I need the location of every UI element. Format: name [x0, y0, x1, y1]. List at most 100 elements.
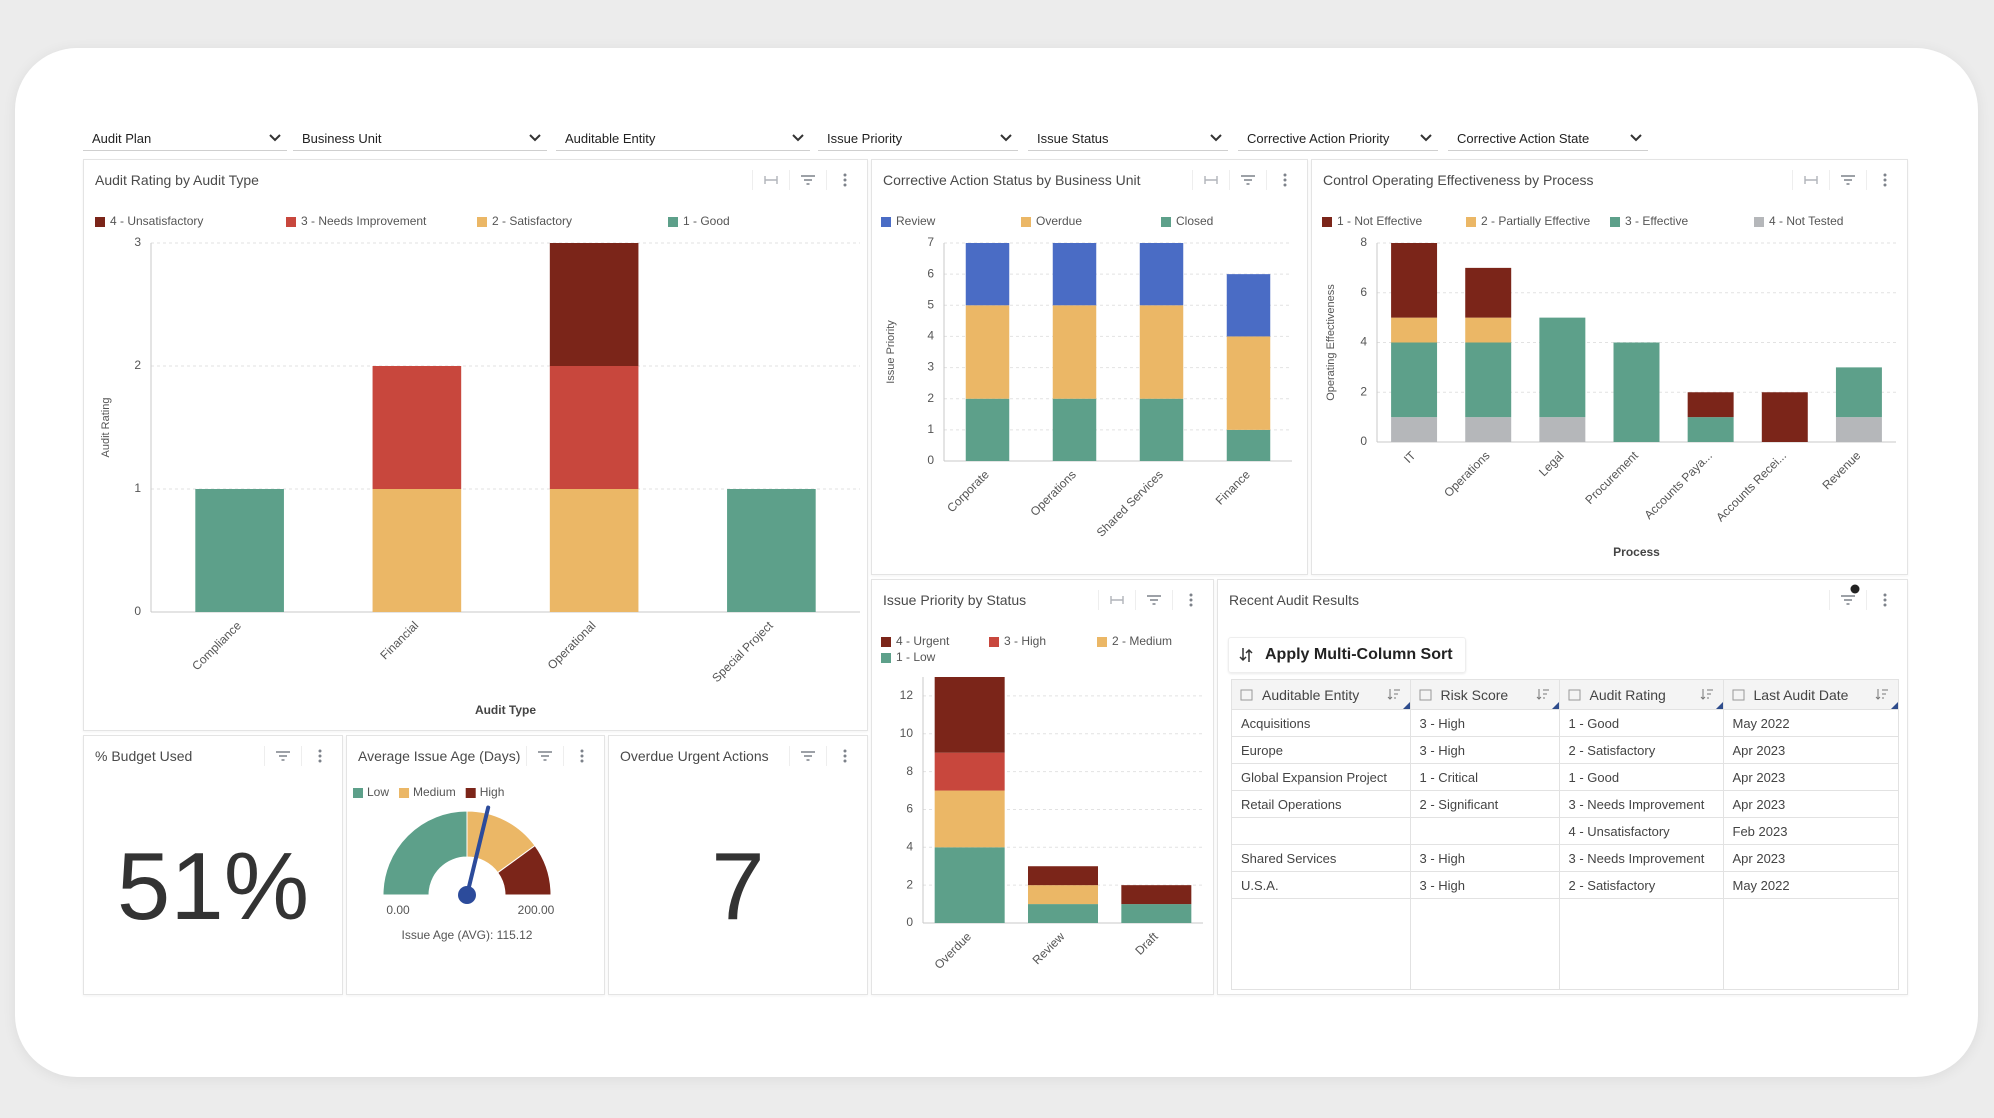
x-tick-label: Review [1030, 929, 1068, 967]
more-button[interactable] [1172, 590, 1209, 610]
sort-path [1875, 689, 1888, 700]
expand-button[interactable] [752, 170, 789, 190]
legend-swatch [1322, 217, 1332, 227]
bar-segment [1028, 866, 1098, 886]
y-axis-label: Operating Effectiveness [1325, 284, 1337, 401]
table-row: U.S.A. 3 - High 2 - Satisfactory May 2022 [1232, 871, 1898, 899]
x-axis-label: Audit Type [475, 703, 536, 717]
more-icon [1883, 593, 1887, 607]
filter-icon [1841, 175, 1855, 185]
column-header[interactable]: Audit Rating [1559, 680, 1724, 710]
x-tick-label: Accounts Paya... [1641, 448, 1715, 522]
filter-button[interactable] [1135, 590, 1172, 610]
panel-title: Issue Priority by Status [883, 592, 1027, 608]
filter-dropdown[interactable]: Issue Status [1028, 127, 1228, 151]
table-cell: Retail Operations [1232, 790, 1411, 818]
legend-label: 2 - Partially Effective [1481, 214, 1590, 228]
icon-dot [1883, 183, 1887, 187]
panel-header: Average Issue Age (Days) [347, 736, 604, 776]
filter-dropdown[interactable]: Audit Plan [83, 127, 287, 151]
gauge-hub [458, 886, 476, 904]
bar-segment [1539, 317, 1586, 418]
filter-button[interactable] [1229, 170, 1266, 190]
table-row: 4 - Unsatisfactory Feb 2023 [1232, 817, 1898, 845]
more-icon [1283, 173, 1287, 187]
expand-icon [1204, 176, 1218, 184]
panel-header: Corrective Action Status by Business Uni… [872, 160, 1307, 200]
expand-button[interactable] [1192, 170, 1229, 190]
expand-button[interactable] [1792, 170, 1829, 190]
y-tick-label: 8 [1360, 235, 1367, 249]
legend-label: 4 - Urgent [896, 634, 950, 648]
sort-path [1700, 689, 1713, 700]
filter-button[interactable] [1829, 584, 1866, 610]
x-tick-label: Finance [1213, 467, 1253, 507]
chevron [1630, 134, 1642, 142]
table-cell: 1 - Good [1559, 763, 1724, 791]
bar-segment [1391, 317, 1438, 343]
filter-dropdown[interactable]: Corrective Action State [1448, 127, 1648, 151]
filter-dropdown[interactable]: Corrective Action Priority [1238, 127, 1438, 151]
x-tick-label: Compliance [189, 618, 244, 673]
icon-path [1147, 595, 1161, 605]
column-label: Last Audit Date [1753, 686, 1849, 703]
more-button[interactable] [826, 170, 863, 190]
table-cell: Apr 2023 [1723, 790, 1898, 818]
more-button[interactable] [1866, 170, 1903, 190]
more-button[interactable] [1866, 590, 1903, 610]
icon-dot [1283, 173, 1287, 177]
filler-cell [1559, 898, 1724, 989]
panel: Audit Rating by Audit Type 4 - Unsatisfa… [83, 159, 868, 731]
more-icon [843, 173, 847, 187]
column-label: Audit Rating [1589, 686, 1666, 703]
bar-segment [1539, 417, 1586, 442]
filter-button[interactable] [789, 170, 826, 190]
more-button[interactable] [1266, 170, 1303, 190]
bar-segment [1391, 243, 1438, 318]
legend-label: Low [367, 785, 389, 799]
filter-icon [801, 751, 815, 761]
panel: Average Issue Age (Days) Low Medium High 0.… [346, 735, 605, 995]
bar-segment [1613, 342, 1660, 442]
filter-button[interactable] [526, 746, 563, 766]
chevron-path [269, 134, 281, 142]
chevron-path [1630, 134, 1642, 142]
gauge-needle [465, 805, 491, 897]
more-icon [318, 749, 322, 763]
more-icon [843, 749, 847, 763]
table-head: Auditable Entity Risk Score Audit Rating La… [1232, 680, 1898, 710]
y-tick-label: 1 [134, 481, 141, 495]
y-tick-label: 1 [927, 422, 934, 436]
filter-button[interactable] [1829, 170, 1866, 190]
chevron [529, 134, 541, 142]
legend-label: 3 - Effective [1625, 214, 1688, 228]
table-frame: Auditable Entity Risk Score Audit Rating La… [1231, 679, 1899, 990]
table-cell [1232, 817, 1411, 845]
column-header[interactable]: Auditable Entity [1232, 680, 1411, 710]
more-button[interactable] [301, 746, 338, 766]
sort-path [1387, 689, 1400, 700]
column-icon [1732, 689, 1744, 700]
table-body: Acquisitions 3 - High 1 - Good May 2022 Euro… [1232, 709, 1898, 989]
more-button[interactable] [563, 746, 600, 766]
filter-dropdown[interactable]: Business Unit [293, 127, 547, 151]
filter-dropdown[interactable]: Auditable Entity [556, 127, 810, 151]
sort-button[interactable]: Apply Multi-Column Sort [1228, 637, 1466, 673]
filter-dropdown[interactable]: Issue Priority [818, 127, 1018, 151]
table-row: Retail Operations 2 - Significant 3 - Need… [1232, 790, 1898, 818]
expand-button[interactable] [1098, 590, 1135, 610]
icon-dot [1189, 598, 1193, 602]
filter-button[interactable] [789, 746, 826, 766]
gauge-range-label: 200.00 [518, 903, 555, 917]
table-row: Acquisitions 3 - High 1 - Good May 2022 [1232, 709, 1898, 737]
more-button[interactable] [826, 746, 863, 766]
filter-button[interactable] [264, 746, 301, 766]
column-header[interactable]: Last Audit Date [1723, 680, 1898, 710]
icon-path [276, 751, 290, 761]
column-header[interactable]: Risk Score [1410, 680, 1560, 710]
bar-segment [934, 847, 1005, 923]
y-tick-label: 12 [900, 688, 914, 702]
y-tick-label: 0 [906, 915, 913, 929]
bar-segment [1835, 367, 1882, 418]
gauge-range-label: 0.00 [386, 903, 410, 917]
